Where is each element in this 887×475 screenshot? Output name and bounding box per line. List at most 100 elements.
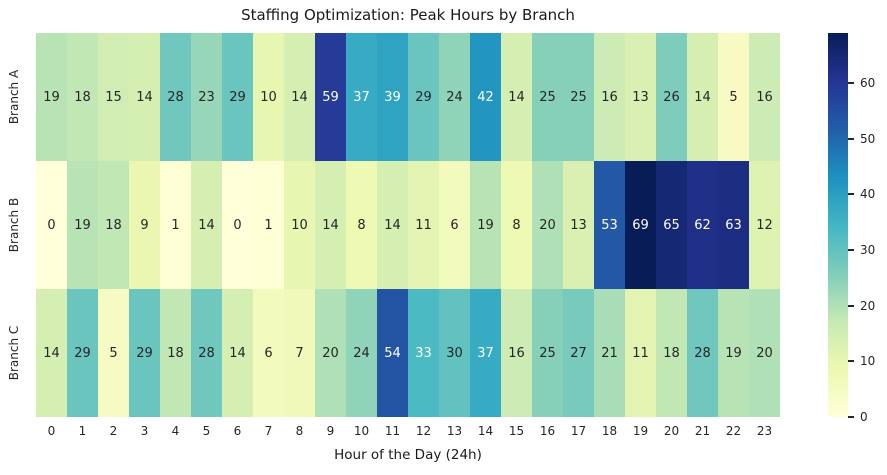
heatmap-cell: 8 [346, 161, 377, 289]
cell-value: 10 [291, 217, 308, 233]
colorbar-tick-label: 10 [860, 354, 876, 369]
x-tick-label: 7 [264, 424, 273, 438]
x-tick-label: 8 [295, 424, 304, 438]
heatmap-cell: 12 [749, 161, 780, 289]
cell-value: 26 [663, 89, 680, 105]
colorbar-tick-label: 50 [860, 131, 876, 146]
cell-value: 65 [663, 217, 680, 233]
cell-value: 42 [477, 89, 494, 105]
cell-value: 14 [694, 89, 711, 105]
heatmap-cell: 25 [532, 289, 563, 417]
x-tick-label: 14 [477, 424, 494, 438]
cell-value: 18 [167, 345, 184, 361]
x-tick-label: 5 [202, 424, 211, 438]
heatmap-cell: 13 [563, 161, 594, 289]
cell-value: 12 [756, 217, 773, 233]
heatmap-cell: 7 [284, 289, 315, 417]
heatmap-cell: 20 [532, 161, 563, 289]
cell-value: 19 [74, 217, 91, 233]
heatmap-cell: 26 [656, 33, 687, 161]
cell-value: 62 [694, 217, 711, 233]
heatmap-cell: 14 [687, 33, 718, 161]
heatmap-cell: 10 [284, 161, 315, 289]
x-tick-label: 10 [353, 424, 370, 438]
x-tick-label: 16 [539, 424, 556, 438]
cell-value: 29 [229, 89, 246, 105]
cell-value: 15 [105, 89, 122, 105]
heatmap-cell: 5 [98, 289, 129, 417]
heatmap-cell: 8 [501, 161, 532, 289]
cell-value: 28 [694, 345, 711, 361]
x-axis-label: Hour of the Day (24h) [334, 447, 482, 463]
x-tick-label: 6 [233, 424, 242, 438]
heatmap-cell: 42 [470, 33, 501, 161]
cell-value: 0 [233, 217, 242, 233]
cell-value: 30 [446, 345, 463, 361]
heatmap-cell: 1 [160, 161, 191, 289]
heatmap-cell: 14 [284, 33, 315, 161]
cell-value: 18 [663, 345, 680, 361]
heatmap-cell: 5 [718, 33, 749, 161]
heatmap-cell: 18 [67, 33, 98, 161]
heatmap-cell: 63 [718, 161, 749, 289]
cell-value: 8 [512, 217, 521, 233]
cell-value: 14 [384, 217, 401, 233]
x-tick-label: 18 [601, 424, 618, 438]
heatmap-cell: 19 [718, 289, 749, 417]
colorbar-tick-label: 40 [860, 187, 876, 202]
cell-value: 37 [477, 345, 494, 361]
cell-value: 10 [260, 89, 277, 105]
heatmap-cell: 14 [191, 161, 222, 289]
x-tick-label: 17 [570, 424, 587, 438]
cell-value: 24 [446, 89, 463, 105]
heatmap-cell: 13 [625, 33, 656, 161]
heatmap-cell: 14 [129, 33, 160, 161]
colorbar-tick-mark [848, 416, 854, 418]
heatmap-cell: 0 [222, 161, 253, 289]
heatmap-cell: 25 [563, 33, 594, 161]
cell-value: 14 [508, 89, 525, 105]
heatmap-cell: 53 [594, 161, 625, 289]
cell-value: 16 [508, 345, 525, 361]
heatmap-cell: 21 [594, 289, 625, 417]
cell-value: 19 [43, 89, 60, 105]
cell-value: 6 [450, 217, 459, 233]
cell-value: 11 [415, 217, 432, 233]
cell-value: 14 [136, 89, 153, 105]
cell-value: 5 [729, 89, 738, 105]
cell-value: 6 [264, 345, 273, 361]
x-tick-label: 13 [446, 424, 463, 438]
heatmap-cell: 28 [160, 33, 191, 161]
cell-value: 5 [109, 345, 118, 361]
cell-value: 18 [105, 217, 122, 233]
cell-value: 16 [756, 89, 773, 105]
heatmap-cell: 16 [749, 33, 780, 161]
heatmap-cell: 20 [749, 289, 780, 417]
x-tick-label: 20 [663, 424, 680, 438]
cell-value: 14 [291, 89, 308, 105]
x-tick-label: 11 [384, 424, 401, 438]
cell-value: 14 [198, 217, 215, 233]
heatmap-cell: 18 [98, 161, 129, 289]
cell-value: 20 [322, 345, 339, 361]
heatmap-cell: 29 [129, 289, 160, 417]
heatmap-cell: 14 [222, 289, 253, 417]
x-tick-label: 23 [756, 424, 773, 438]
cell-value: 29 [415, 89, 432, 105]
colorbar [828, 33, 848, 417]
heatmap-cell: 39 [377, 33, 408, 161]
cell-value: 21 [601, 345, 618, 361]
heatmap-cell: 18 [160, 289, 191, 417]
colorbar-tick-label: 0 [860, 410, 868, 424]
heatmap-cell: 29 [408, 33, 439, 161]
cell-value: 25 [539, 89, 556, 105]
cell-value: 13 [632, 89, 649, 105]
x-tick-label: 2 [109, 424, 118, 438]
x-tick-label: 21 [694, 424, 711, 438]
cell-value: 8 [357, 217, 366, 233]
colorbar-tick-mark [848, 360, 854, 363]
cell-value: 19 [477, 217, 494, 233]
heatmap-cell: 65 [656, 161, 687, 289]
cell-value: 69 [632, 217, 649, 233]
heatmap-cell: 25 [532, 33, 563, 161]
